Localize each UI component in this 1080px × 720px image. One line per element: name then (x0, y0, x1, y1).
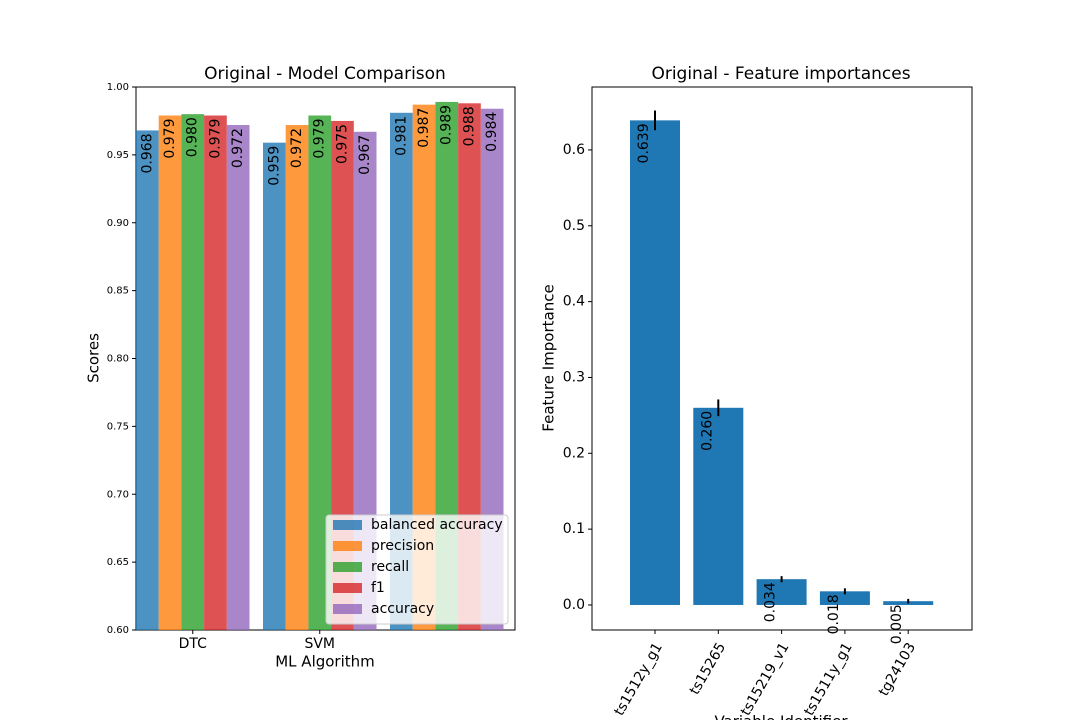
bar (480, 108, 504, 631)
bar (181, 114, 205, 630)
y-tick-label: 0.90 (107, 218, 129, 229)
bar (756, 579, 807, 605)
value-label: 0.639 (636, 123, 652, 163)
chart-title: Original - Feature importances (651, 64, 910, 84)
bar (458, 103, 481, 631)
bar (435, 101, 459, 631)
value-label: 0.988 (461, 106, 477, 146)
legend-swatch (333, 604, 362, 614)
bar (226, 125, 250, 630)
y-tick-label: 0.5 (563, 218, 585, 234)
bar (158, 115, 182, 630)
bar (353, 131, 377, 631)
value-label: 0.034 (763, 582, 779, 622)
bar (819, 591, 870, 605)
value-label: 0.972 (230, 128, 246, 168)
y-tick-label: 0.85 (107, 286, 129, 297)
value-label: 0.984 (484, 112, 500, 152)
y-tick-label: 0.0 (563, 597, 585, 613)
y-tick-label: 0.95 (107, 150, 129, 161)
legend-label: recall (371, 559, 409, 575)
x-tick-label: ts1511y_g1 (801, 640, 856, 719)
value-label: 0.005 (889, 604, 905, 644)
bar (285, 125, 309, 630)
y-tick-label: 0.6 (563, 142, 585, 158)
y-axis-label: Feature Importance (540, 284, 558, 431)
legend-swatch (333, 562, 362, 572)
bar (693, 407, 744, 605)
bar (136, 130, 159, 630)
value-label: 0.972 (289, 128, 305, 168)
y-tick-label: 0.1 (563, 521, 585, 537)
y-tick-label: 0.4 (563, 294, 585, 310)
value-label: 0.018 (826, 594, 842, 634)
y-tick-label: 0.60 (107, 625, 129, 636)
legend-box (325, 514, 509, 625)
bar (308, 115, 332, 630)
x-axis-label: ML Algorithm (275, 653, 375, 671)
bar (412, 104, 436, 630)
bar (331, 120, 354, 630)
x-tick-label: DTC (179, 636, 208, 652)
legend-swatch (333, 583, 362, 593)
y-tick-label: 0.70 (107, 489, 129, 500)
chart-title: Original - Model Comparison (204, 64, 446, 84)
value-label: 0.987 (416, 108, 432, 148)
x-tick-label: ts15265 (687, 640, 730, 698)
legend-label: accuracy (371, 601, 434, 617)
y-axis-label: Scores (85, 333, 103, 383)
legend-label: balanced accuracy (371, 517, 503, 533)
x-tick-label: ts1512y_g1 (611, 640, 666, 719)
value-label: 0.989 (439, 105, 455, 145)
value-label: 0.981 (393, 116, 409, 156)
x-tick-label: tg24103 (876, 640, 919, 699)
y-tick-label: 0.65 (107, 557, 129, 568)
value-label: 0.979 (207, 119, 223, 159)
value-label: 0.968 (139, 133, 155, 173)
x-axis-label: Variable Identifier (714, 713, 848, 720)
bar (263, 142, 286, 630)
value-label: 0.260 (699, 411, 715, 451)
x-tick-label: SVM (304, 636, 335, 652)
legend-label: f1 (371, 580, 385, 596)
legend-swatch (333, 520, 362, 530)
y-tick-label: 1.00 (107, 82, 129, 93)
bar (204, 115, 227, 630)
legend-swatch (333, 541, 362, 551)
bar (630, 120, 680, 605)
value-label: 0.979 (162, 119, 178, 159)
y-tick-label: 0.3 (563, 369, 585, 385)
legend-label: precision (371, 538, 434, 554)
y-tick-label: 0.80 (107, 354, 129, 365)
y-tick-label: 0.2 (563, 445, 585, 461)
value-label: 0.975 (334, 124, 350, 164)
bar (390, 112, 413, 631)
value-label: 0.967 (357, 135, 373, 175)
value-label: 0.980 (185, 117, 201, 157)
y-tick-label: 0.75 (107, 421, 129, 432)
value-label: 0.979 (312, 119, 328, 159)
value-label: 0.959 (266, 146, 282, 186)
x-tick-label: ts15219_v1 (738, 640, 793, 719)
